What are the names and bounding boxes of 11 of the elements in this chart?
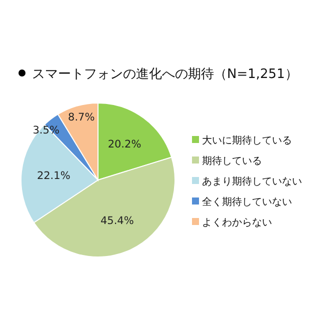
legend-label: 期待している — [202, 155, 262, 167]
chart-title: スマートフォンの進化への期待（N=1,251） — [32, 67, 298, 82]
legend-label: よくわからない — [202, 218, 272, 228]
legend-label: 大いに期待している — [202, 134, 292, 146]
data-label: 45.4% — [100, 215, 134, 228]
legend-label: あまり期待していない — [202, 176, 302, 188]
data-label: 3.5% — [32, 124, 60, 137]
data-label: 22.1% — [36, 170, 70, 182]
data-label: 20.2% — [108, 138, 142, 151]
data-label: 8.7% — [68, 111, 95, 124]
legend-label: 全く期待していない — [202, 196, 292, 208]
